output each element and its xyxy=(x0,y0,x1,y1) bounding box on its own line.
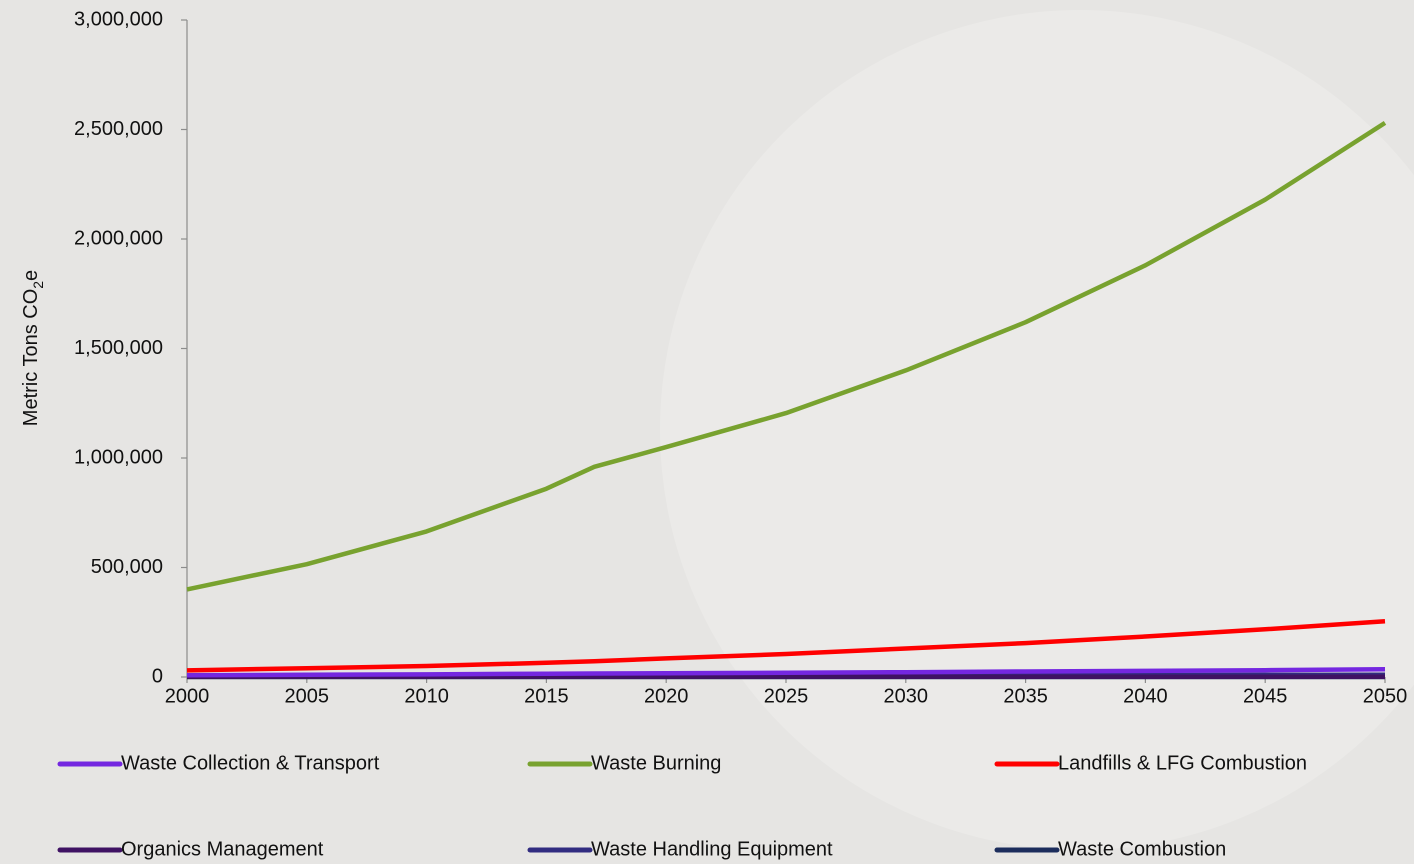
y-label-text: Metric Tons CO xyxy=(20,289,42,426)
x-tick-label: 2020 xyxy=(644,685,689,707)
y-label-sub: 2 xyxy=(30,281,46,289)
series-line xyxy=(186,667,1386,678)
y-tick-label: 500,000 xyxy=(91,556,163,578)
series-line xyxy=(186,618,1386,673)
y-tick-label: 1,000,000 xyxy=(74,446,163,468)
background-globe xyxy=(660,10,1414,850)
legend-label: Landfills & LFG Combustion xyxy=(1058,752,1307,774)
y-tick-label: 2,500,000 xyxy=(74,118,163,140)
legend-label: Organics Management xyxy=(121,838,324,860)
y-tick-label: 0 xyxy=(152,665,163,687)
y-tick-label: 3,000,000 xyxy=(74,8,163,30)
y-tick-label: 1,500,000 xyxy=(74,337,163,359)
series-line xyxy=(186,121,1387,592)
x-tick-label: 2045 xyxy=(1243,685,1288,707)
x-tick-label: 2030 xyxy=(884,685,929,707)
legend-label: Waste Burning xyxy=(591,752,721,774)
x-tick-label: 2040 xyxy=(1123,685,1168,707)
legend-label: Waste Collection & Transport xyxy=(121,752,380,774)
x-tick-label: 2015 xyxy=(524,685,569,707)
x-tick-label: 2025 xyxy=(764,685,809,707)
x-tick-label: 2005 xyxy=(285,685,330,707)
y-label-suffix: e xyxy=(20,270,42,281)
y-axis-label: Metric Tons CO2e xyxy=(20,270,45,426)
y-tick-label: 2,000,000 xyxy=(74,227,163,249)
x-tick-label: 2035 xyxy=(1003,685,1048,707)
x-tick-label: 2010 xyxy=(404,685,449,707)
legend-label: Waste Combustion xyxy=(1058,838,1226,860)
x-tick-label: 2050 xyxy=(1363,685,1408,707)
legend-label: Waste Handling Equipment xyxy=(591,838,833,860)
x-tick-label: 2000 xyxy=(165,685,210,707)
